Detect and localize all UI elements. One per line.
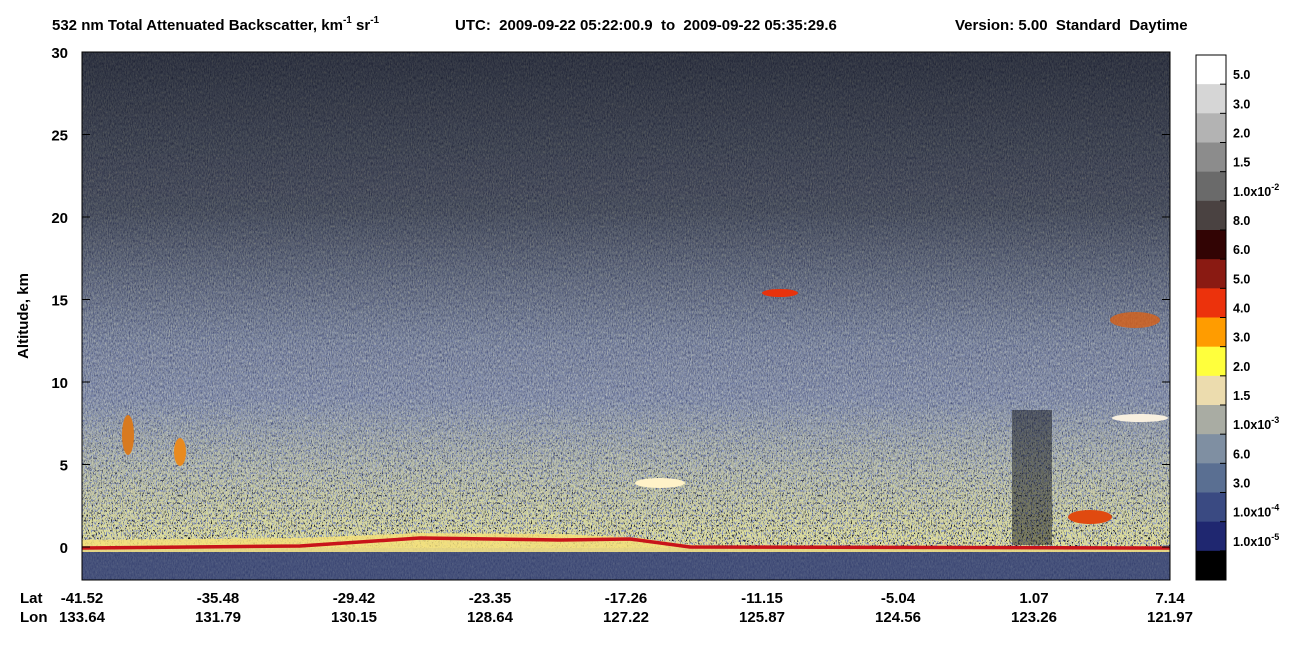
y-tick-label: 20 [51,210,68,227]
colorbar-label-text: 1.0x10 [1233,535,1271,549]
colorbar-label: 8.0 [1233,214,1250,228]
colorbar-label-text: 6.0 [1233,447,1250,461]
chart-version: Version: 5.00 Standard Daytime [955,17,1188,34]
colorbar-swatch [1196,375,1226,406]
axes: 0 5 10 15 20 25 30 Lat -41.52 -35.48 -29.42 -23.35 -… [20,45,1193,626]
colorbar-label-text: 6.0 [1233,243,1250,257]
x-tick-label: -41.52 [61,590,104,607]
colorbar-label-text: 3.0 [1233,331,1250,345]
colorbar-swatch [1196,317,1226,348]
x-tick-label: 1.07 [1019,590,1048,607]
colorbar-swatch [1196,521,1226,552]
colorbar: 5.03.02.01.51.0x10-28.06.05.04.03.02.01.… [1195,54,1279,581]
colorbar-label-sup: -3 [1271,415,1279,425]
plot-frame [81,51,1171,581]
colorbar-swatch [1196,230,1226,260]
colorbar-swatch [1196,259,1226,289]
colorbar-label: 6.0 [1233,243,1250,257]
y-tick-label: 10 [51,375,68,392]
colorbar-label-text: 1.0x10 [1233,506,1271,520]
y-tick-label: 5 [60,458,68,475]
colorbar-label: 4.0 [1233,302,1250,316]
x-tick-label: 133.64 [59,609,106,626]
colorbar-label: 3.0 [1233,331,1250,345]
x-tick-label: -35.48 [197,590,240,607]
colorbar-label: 1.5 [1233,389,1250,403]
colorbar-label: 1.5 [1233,156,1250,170]
colorbar-label: 3.0 [1233,97,1250,111]
colorbar-label: 1.0x10-5 [1233,532,1279,549]
colorbar-swatch [1196,288,1226,318]
colorbar-swatch [1196,463,1226,493]
colorbar-swatch [1196,346,1226,377]
colorbar-swatch [1196,434,1226,464]
title-sup: -1 [370,15,379,26]
title-text: sr [352,17,371,34]
colorbar-label-text: 5.0 [1233,272,1250,286]
colorbar-label: 3.0 [1233,477,1250,491]
colorbar-label: 1.0x10-2 [1233,182,1279,199]
colorbar-label: 2.0 [1233,360,1250,374]
colorbar-label-sup: -4 [1271,503,1279,513]
chart-title: 532 nm Total Attenuated Backscatter, km-… [52,15,380,34]
y-tick-label: 30 [51,45,68,62]
colorbar-label-text: 2.0 [1233,360,1250,374]
colorbar-swatch [1196,84,1226,114]
colorbar-label-text: 4.0 [1233,302,1250,316]
x-tick-label: -17.26 [605,590,648,607]
colorbar-swatch [1196,405,1226,435]
colorbar-swatch [1196,142,1226,173]
x-tick-label: 121.97 [1147,609,1193,626]
x-tick-label: 7.14 [1155,590,1185,607]
colorbar-label-text: 5.0 [1233,68,1250,82]
x-row-label: Lon [20,609,48,626]
x-tick-label: 124.56 [875,609,921,626]
y-tick-label: 25 [51,128,68,145]
title-sup: -1 [343,15,352,26]
x-tick-label: 130.15 [331,609,377,626]
colorbar-swatch [1196,550,1226,581]
chart-subtitle: UTC: 2009-09-22 05:22:00.9 to 2009-09-22… [455,17,837,34]
y-axis-label: Altitude, km [15,273,32,359]
x-tick-label: -11.15 [741,590,783,607]
colorbar-label-text: 1.0x10 [1233,185,1271,199]
x-row-label: Lat [20,590,43,607]
title-text: 532 nm Total Attenuated Backscatter, km [52,17,343,34]
colorbar-swatch [1196,200,1226,231]
colorbar-label-text: 3.0 [1233,97,1250,111]
x-tick-label: 127.22 [603,609,649,626]
colorbar-swatch [1196,113,1226,143]
colorbar-label: 2.0 [1233,127,1250,141]
colorbar-label-sup: -2 [1271,182,1279,192]
x-tick-label: -29.42 [333,590,376,607]
colorbar-label-text: 1.5 [1233,156,1250,170]
colorbar-label: 5.0 [1233,68,1250,82]
x-tick-label: 128.64 [467,609,514,626]
colorbar-swatch [1196,492,1226,523]
colorbar-label-text: 8.0 [1233,214,1250,228]
y-tick-label: 15 [51,293,68,310]
colorbar-label: 1.0x10-3 [1233,415,1279,432]
x-tick-label: 123.26 [1011,609,1057,626]
colorbar-label-sup: -5 [1271,532,1279,542]
colorbar-label-text: 1.5 [1233,389,1250,403]
colorbar-swatch [1196,55,1226,85]
backscatter-image [82,52,1170,580]
colorbar-label: 6.0 [1233,447,1250,461]
x-tick-label: 125.87 [739,609,785,626]
x-tick-label: 131.79 [195,609,241,626]
x-tick-label: -23.35 [469,590,512,607]
colorbar-label: 1.0x10-4 [1233,503,1279,520]
colorbar-label-text: 1.0x10 [1233,418,1271,432]
colorbar-label-text: 3.0 [1233,477,1250,491]
colorbar-label-text: 2.0 [1233,127,1250,141]
colorbar-label: 5.0 [1233,272,1250,286]
colorbar-swatch [1196,171,1226,202]
x-tick-label: -5.04 [881,590,916,607]
y-tick-label: 0 [60,540,68,557]
